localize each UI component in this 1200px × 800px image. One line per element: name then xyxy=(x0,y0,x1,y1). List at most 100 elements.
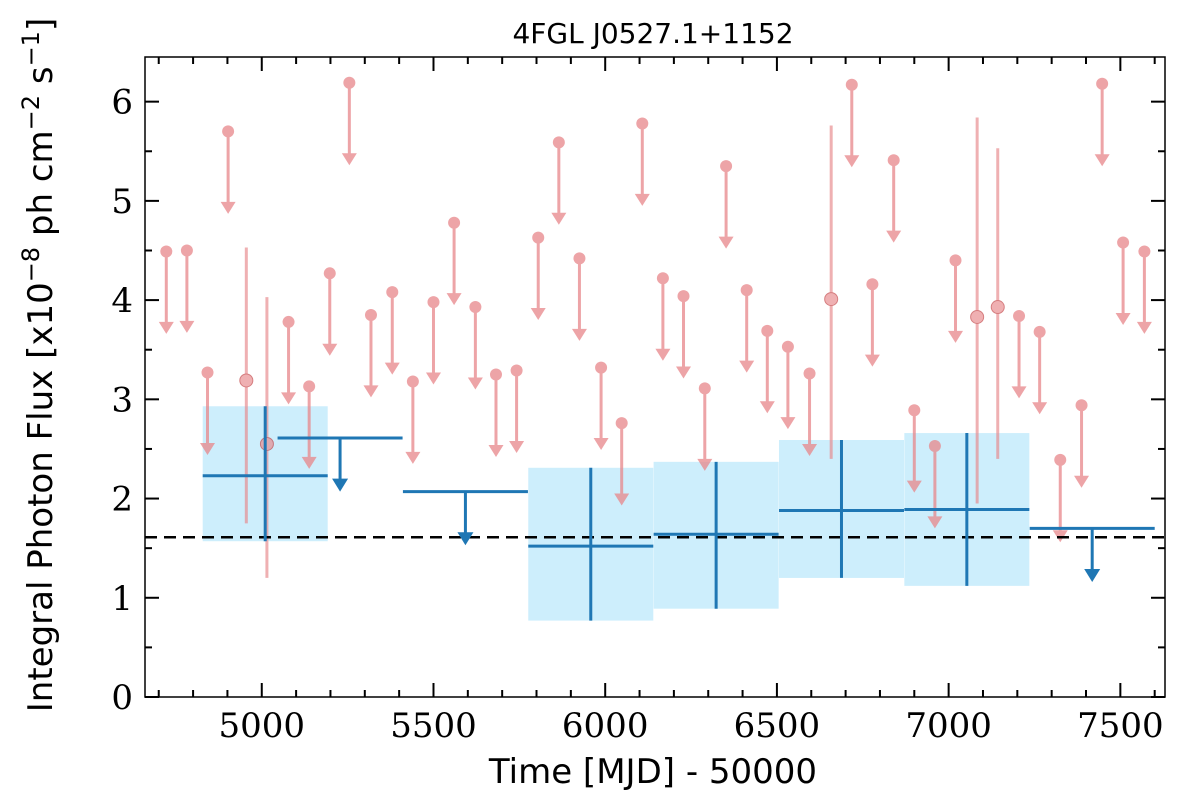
fine-bin-ul-marker xyxy=(160,245,173,258)
fine-bin-upper-limit xyxy=(571,252,587,341)
fine-bin-ul-arrowhead xyxy=(341,153,357,166)
fine-bin-upper-limit xyxy=(158,245,174,334)
plot-area xyxy=(145,76,1165,621)
fine-bin-ul-marker xyxy=(469,301,482,314)
binned-point xyxy=(653,461,779,609)
plot-frame xyxy=(144,56,1166,698)
fine-bin-ul-arrowhead xyxy=(759,401,775,414)
fine-bin-ul-arrowhead xyxy=(363,385,379,398)
fine-bin-upper-limit xyxy=(906,404,922,493)
fine-bin-marker xyxy=(824,292,839,307)
fine-bin-ul-arrowhead xyxy=(718,236,734,249)
axis-ticks xyxy=(145,57,1165,698)
y-axis-label-exponent: −2 xyxy=(17,95,45,130)
fine-bin-upper-limit xyxy=(200,366,216,455)
fine-bin-ul-marker xyxy=(1075,399,1088,412)
fine-bin-marker xyxy=(990,300,1005,315)
fine-bin-ul-marker xyxy=(532,231,545,244)
fine-bin-upper-limit xyxy=(1032,325,1048,415)
fine-bin-ul-arrowhead xyxy=(927,516,943,529)
y-tick-label: 3 xyxy=(111,380,133,420)
fine-bin-ul-arrowhead xyxy=(467,377,483,390)
fine-bin-ul-arrowhead xyxy=(551,212,567,225)
fine-bin-upper-limit xyxy=(405,375,421,464)
fine-bin-ul-arrowhead xyxy=(676,366,692,379)
fine-bin-ul-marker xyxy=(636,117,649,130)
fine-bin-upper-limit xyxy=(718,160,734,249)
x-tick-labels: 5000 5500 6000 6500 7000 7500 xyxy=(219,706,1164,746)
fine-bin-upper-limit xyxy=(281,315,297,405)
fine-bin-upper-limit xyxy=(802,367,818,456)
fine-bin-ul-marker xyxy=(201,366,214,379)
x-tick-label: 5000 xyxy=(219,706,306,746)
fine-bin-ul-arrowhead xyxy=(634,193,650,206)
fine-bin-ul-marker xyxy=(222,125,235,138)
fine-bin-ul-marker xyxy=(1013,309,1026,322)
fine-bin-ul-marker xyxy=(303,380,316,393)
fine-bin-ul-arrowhead xyxy=(179,320,195,333)
binned-point xyxy=(528,467,654,621)
fine-bin-ul-arrowhead xyxy=(593,437,609,450)
y-axis-label: Integral Photon Flux [x10−8 ph cm−2 s−1] xyxy=(17,18,61,712)
fine-bin-ul-arrowhead xyxy=(384,362,400,375)
fine-bin-upper-limit xyxy=(488,368,504,457)
fine-bin-ul-arrowhead xyxy=(158,321,174,334)
fine-bin-ul-marker xyxy=(698,382,711,395)
fine-bin-ul-arrowhead xyxy=(1074,475,1090,488)
y-tick-label: 1 xyxy=(111,579,133,619)
fine-bin-upper-limit xyxy=(341,76,357,166)
fine-bin-ul-marker xyxy=(615,417,628,430)
fine-bin-ul-arrowhead xyxy=(1032,402,1048,415)
binned-upper-limit xyxy=(402,490,528,546)
binned-upper-limit xyxy=(277,436,403,492)
fine-bin-ul-marker xyxy=(720,160,733,173)
y-tick-label: 2 xyxy=(111,480,133,520)
x-tick-label: 5500 xyxy=(390,706,477,746)
fine-bin-upper-limit xyxy=(886,154,902,243)
fine-bin-upper-limit xyxy=(363,308,379,398)
binned-ul-arrowhead xyxy=(457,532,474,546)
fine-bin-ul-arrowhead xyxy=(488,444,504,457)
fine-bin-ul-arrowhead xyxy=(571,328,587,341)
binned-ul-arrowhead xyxy=(1084,568,1101,582)
fine-bin-upper-limit xyxy=(1115,236,1131,325)
fine-bin-ul-marker xyxy=(406,375,419,388)
fine-bin-ul-arrowhead xyxy=(1011,386,1027,399)
fine-bin-upper-limit xyxy=(322,267,338,356)
binned-point xyxy=(904,433,1030,586)
fine-bin-upper-limit xyxy=(634,117,650,206)
fine-bin-upper-limit xyxy=(530,231,546,321)
fine-bin-upper-limit xyxy=(1136,245,1152,334)
fine-bin-upper-limit xyxy=(384,286,400,375)
y-axis-label-exponent: −8 xyxy=(17,247,45,282)
fine-bin-ul-arrowhead xyxy=(864,354,880,367)
fine-bin-upper-limit xyxy=(1074,399,1090,488)
fine-bin-upper-limit xyxy=(697,382,713,471)
fine-bin-upper-limit xyxy=(739,284,755,373)
fine-bin-ul-marker xyxy=(949,254,962,267)
fine-bin-upper-limit xyxy=(676,290,692,379)
fine-bin-ul-marker xyxy=(489,368,502,381)
fine-bin-ul-marker xyxy=(928,439,941,452)
fine-bin-ul-arrowhead xyxy=(614,493,630,506)
y-axis-label-part: ph cm xyxy=(21,130,61,247)
fine-bin-upper-limit xyxy=(614,417,630,506)
fine-bin-ul-marker xyxy=(386,286,399,299)
fine-bin-point xyxy=(259,297,274,578)
binned-ul-arrowhead xyxy=(332,478,349,492)
fine-bin-marker xyxy=(239,373,254,388)
y-axis-label-part: ] xyxy=(21,18,61,31)
fine-bin-ul-marker xyxy=(761,324,774,337)
fine-bin-upper-limit xyxy=(864,278,880,367)
y-tick-labels: 0 1 2 3 4 5 6 xyxy=(111,83,133,718)
fine-bin-marker xyxy=(259,436,274,451)
x-axis-label: Time [MJD] - 50000 xyxy=(488,752,817,792)
fine-bin-upper-limit xyxy=(220,125,236,214)
binned-layer xyxy=(202,406,1155,621)
fine-bin-upper-limit xyxy=(844,78,860,168)
y-tick-label: 5 xyxy=(111,182,133,222)
fine-bin-ul-arrowhead xyxy=(200,442,216,455)
fine-bin-ul-marker xyxy=(427,296,440,309)
x-tick-label: 6000 xyxy=(562,706,649,746)
